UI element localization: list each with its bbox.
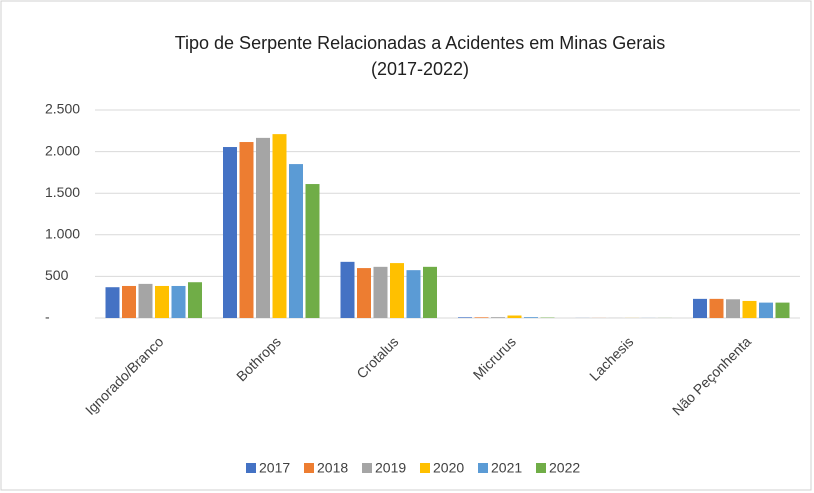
bar: [693, 298, 707, 318]
y-tick-label: 1.000: [45, 226, 80, 242]
bar: [759, 302, 773, 318]
legend-swatch: [478, 463, 488, 473]
legend-swatch: [304, 463, 314, 473]
bar: [406, 270, 421, 318]
bar: [223, 147, 237, 318]
bar: [709, 298, 724, 318]
legend-swatch: [420, 463, 430, 473]
bar: [726, 299, 740, 318]
bar: [775, 302, 790, 318]
bar: [390, 263, 404, 318]
bar: [507, 315, 522, 318]
legend-label: 2018: [317, 460, 348, 476]
bar: [138, 283, 153, 318]
bar: [171, 285, 186, 318]
chart-title: Tipo de Serpente Relacionadas a Acidente…: [175, 33, 666, 53]
bar: [122, 285, 136, 318]
bar: [491, 317, 505, 318]
y-tick-label: 1.500: [45, 184, 80, 200]
legend-swatch: [362, 463, 372, 473]
bar: [289, 164, 303, 318]
bar: [742, 300, 757, 318]
bar: [155, 285, 169, 318]
legend-label: 2022: [549, 460, 580, 476]
bar: [524, 317, 538, 318]
bar: [256, 137, 270, 318]
bar: [340, 261, 355, 318]
y-tick-label: 2.500: [45, 101, 80, 117]
y-tick-label: 500: [45, 267, 69, 283]
chart-title: (2017-2022): [371, 59, 469, 79]
legend-label: 2021: [491, 460, 522, 476]
bar: [423, 266, 437, 318]
bar: [105, 287, 120, 318]
bar: [474, 317, 489, 318]
bar: [239, 142, 254, 318]
bar: [373, 266, 388, 318]
legend-label: 2019: [375, 460, 406, 476]
legend-label: 2017: [259, 460, 290, 476]
y-tick-label: 2.000: [45, 142, 80, 158]
bar: [188, 282, 202, 318]
bar: [357, 268, 371, 318]
y-tick-label: -: [45, 309, 50, 325]
bar: [272, 134, 287, 318]
bar: [305, 184, 320, 318]
legend-label: 2020: [433, 460, 464, 476]
legend-swatch: [246, 463, 256, 473]
bar: [458, 317, 472, 318]
legend-swatch: [536, 463, 546, 473]
